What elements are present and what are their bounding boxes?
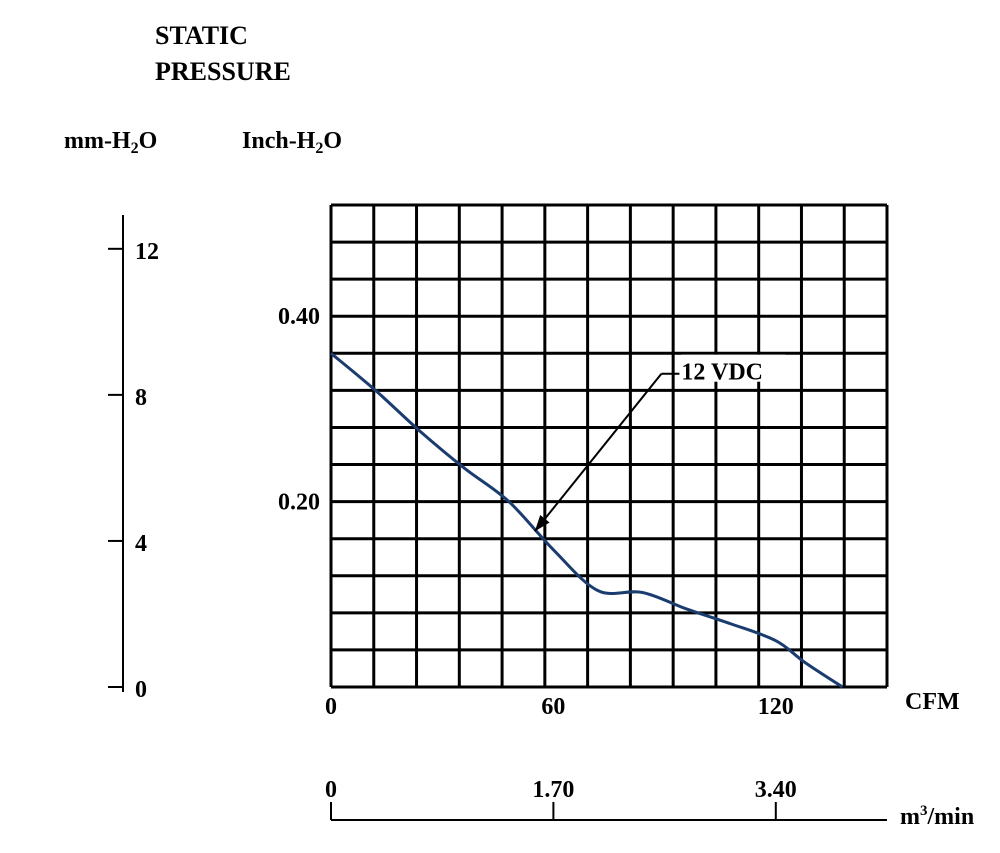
series-line-12vdc — [330, 352, 844, 689]
x-axis-m3: 0 1.70 3.40 — [325, 777, 887, 821]
x-axis-cfm-unit-label: CFM — [905, 689, 960, 715]
x-axis-cfm: 0 60 120 — [325, 694, 794, 720]
grid — [329, 203, 889, 689]
m3-tick-label: 0 — [325, 777, 337, 803]
mm-tick-label: 4 — [135, 531, 147, 557]
mm-tick-label: 0 — [135, 677, 147, 703]
cfm-tick-label: 120 — [758, 694, 794, 720]
m3-tick-label: 1.70 — [532, 777, 574, 803]
y-axis-inch-unit-label: Inch-H2O — [242, 128, 342, 157]
mm-tick-label: 8 — [135, 385, 147, 411]
y-axis-mm-unit-label: mm-H2O — [64, 128, 157, 157]
chart-title-line-2: PRESSURE — [155, 57, 291, 86]
annotation: 12 VDC — [534, 354, 786, 532]
cfm-tick-label: 0 — [325, 694, 337, 720]
y-axis-mm: 0 4 8 12 — [108, 215, 159, 703]
series-layer — [330, 352, 844, 689]
annotation-leader-line — [534, 373, 663, 532]
annotation-label: 12 VDC — [681, 360, 763, 386]
m3-tick-label: 3.40 — [755, 777, 797, 803]
mm-tick-label: 12 — [135, 239, 159, 265]
y-axis-inch: 0.20 0.40 — [278, 304, 320, 515]
inch-tick-label: 0.40 — [278, 304, 320, 330]
annotation-arrowhead — [534, 515, 550, 532]
chart-title-line-1: STATIC — [155, 21, 248, 50]
inch-tick-label: 0.20 — [278, 490, 320, 516]
annotation-label-background — [681, 354, 786, 382]
x-axis-m3-unit-label: m3/min — [900, 803, 974, 830]
cfm-tick-label: 60 — [541, 694, 565, 720]
